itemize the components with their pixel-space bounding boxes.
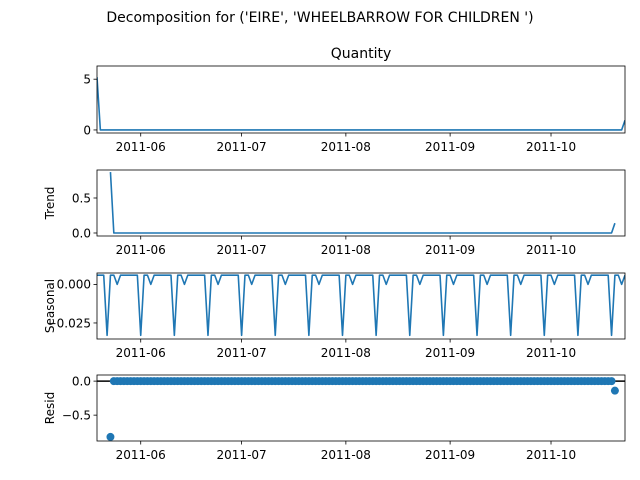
resid-outlier-point xyxy=(106,432,115,441)
trend-xtick-label: 2011-07 xyxy=(217,243,267,257)
resid-xtick-label: 2011-07 xyxy=(217,448,267,462)
observed-axes-frame xyxy=(96,65,626,134)
observed-xtick-label: 2011-09 xyxy=(425,140,475,154)
observed-ytick-label: 5 xyxy=(83,72,91,86)
observed-xtick-label: 2011-07 xyxy=(217,140,267,154)
seasonal-ytick-label: 0.000 xyxy=(57,278,91,292)
trend-axes-frame xyxy=(96,169,626,237)
observed-title: Quantity xyxy=(331,46,392,62)
observed-line xyxy=(97,77,625,131)
trend-ytick-label: 0.5 xyxy=(72,191,91,205)
observed-ytick-label: 0 xyxy=(83,123,91,137)
resid-ytick-label: −0.5 xyxy=(62,408,91,422)
seasonal-axes-frame xyxy=(96,272,626,340)
trend-data xyxy=(109,172,616,234)
seasonal-xtick-label: 2011-08 xyxy=(321,346,371,360)
trend-xtick-label: 2011-10 xyxy=(526,243,576,257)
trend-ylabel: Trend xyxy=(43,187,57,221)
resid-point xyxy=(607,377,616,386)
resid-ylabel: Resid xyxy=(43,392,57,424)
panel-seasonal: 0.000 −0.025 2011-06 2011-07 2011-08 2011-09 2… xyxy=(43,272,626,360)
resid-xtick-label: 2011-06 xyxy=(116,448,166,462)
trend-xtick-label: 2011-06 xyxy=(116,243,166,257)
resid-axes-frame xyxy=(96,374,626,442)
panels: 0 5 2011-06 2011-07 2011-08 2011-09 2011-10 Qua… xyxy=(43,46,626,462)
observed-xtick-label: 2011-08 xyxy=(321,140,371,154)
seasonal-xtick-label: 2011-07 xyxy=(217,346,267,360)
seasonal-ytick-label: −0.025 xyxy=(47,316,91,330)
resid-ytick-label: 0.0 xyxy=(72,374,91,388)
resid-xtick-label: 2011-10 xyxy=(526,448,576,462)
figure-title: Decomposition for ('EIRE', 'WHEELBARROW … xyxy=(106,10,533,26)
trend-xtick-label: 2011-09 xyxy=(425,243,475,257)
seasonal-ylabel: Seasonal xyxy=(43,279,57,333)
observed-xtick-label: 2011-06 xyxy=(116,140,166,154)
trend-line xyxy=(109,172,616,234)
panel-resid: 0.0 −0.5 2011-06 2011-07 2011-08 2011-09 2011-… xyxy=(43,374,626,462)
observed-data xyxy=(97,77,625,131)
panel-trend: 0.0 0.5 2011-06 2011-07 2011-08 2011-09 2011-1… xyxy=(43,169,626,257)
seasonal-data xyxy=(97,274,625,337)
seasonal-xtick-label: 2011-06 xyxy=(116,346,166,360)
resid-outlier-point xyxy=(610,386,619,395)
resid-xtick-label: 2011-08 xyxy=(321,448,371,462)
trend-ytick-label: 0.0 xyxy=(72,226,91,240)
resid-xtick-label: 2011-09 xyxy=(425,448,475,462)
resid-data xyxy=(97,377,625,441)
seasonal-xtick-label: 2011-10 xyxy=(526,346,576,360)
observed-xtick-label: 2011-10 xyxy=(526,140,576,154)
seasonal-line xyxy=(97,274,625,337)
trend-xtick-label: 2011-08 xyxy=(321,243,371,257)
seasonal-xtick-label: 2011-09 xyxy=(425,346,475,360)
panel-observed: 0 5 2011-06 2011-07 2011-08 2011-09 2011-10 Qua… xyxy=(83,46,626,154)
